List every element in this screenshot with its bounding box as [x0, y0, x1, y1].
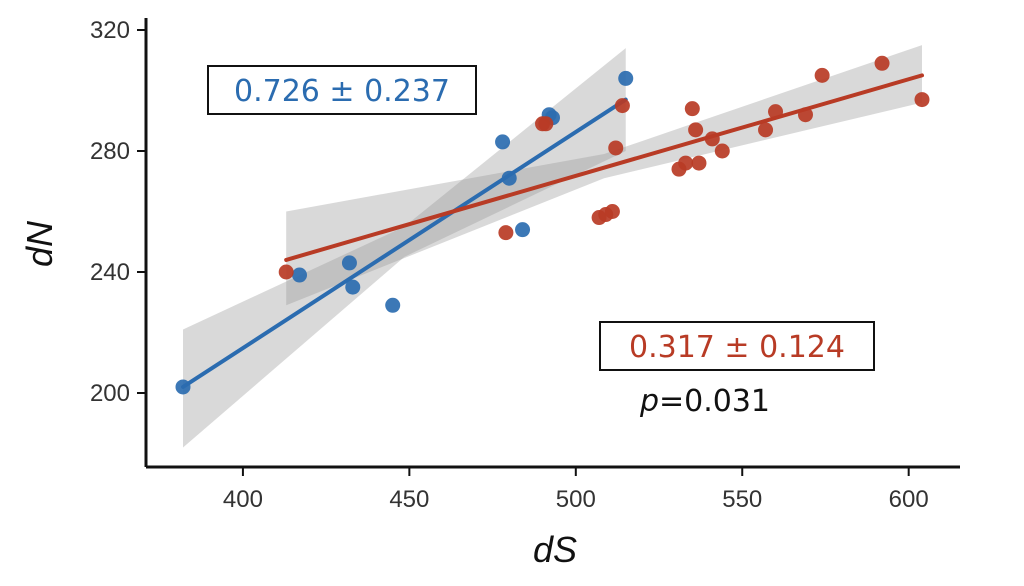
x-tick-label: 400 — [223, 486, 263, 513]
series-1-point — [678, 155, 694, 171]
x-tick-label: 500 — [556, 486, 596, 513]
x-tick-label: 550 — [722, 486, 762, 513]
series-1-point — [538, 116, 554, 132]
series-0-point — [618, 70, 634, 86]
series-1-point — [684, 101, 700, 117]
blue-annotation: 0.726 ± 0.237 — [207, 65, 477, 115]
p-value-symbol: p — [639, 384, 659, 419]
series-1-point — [797, 107, 813, 123]
p-value-text: p=0.031 — [639, 384, 770, 419]
series-1-point — [814, 67, 830, 83]
y-axis-title: dN — [19, 220, 60, 267]
series-1-point — [498, 225, 514, 241]
x-tick-label: 600 — [889, 486, 929, 513]
x-tick-label: 450 — [389, 486, 429, 513]
blue-annotation-text: 0.726 ± 0.237 — [234, 74, 450, 109]
series-1-point — [768, 104, 784, 120]
data-points — [175, 55, 930, 395]
y-tick-label: 200 — [90, 380, 130, 407]
series-1-point — [608, 140, 624, 156]
series-0-point — [345, 279, 361, 295]
red-annotation-box — [599, 321, 875, 371]
series-0-point — [495, 134, 511, 150]
series-0-point — [385, 297, 401, 313]
series-1-point — [604, 204, 620, 219]
series-1-point — [278, 264, 294, 280]
series-0-point — [292, 267, 308, 283]
series-1-point — [704, 131, 720, 147]
x-axis-title: dS — [533, 529, 577, 570]
fit-lines — [181, 73, 924, 389]
y-tick-label: 320 — [90, 17, 130, 44]
series-1-fit-line — [284, 73, 924, 262]
series-1-point — [614, 98, 630, 114]
series-0-point — [341, 255, 357, 271]
series-1-point — [758, 122, 774, 138]
series-1-point — [874, 55, 890, 71]
series-0-point — [501, 170, 517, 186]
y-tick-label: 280 — [90, 138, 130, 165]
series-0-point — [515, 222, 531, 238]
series-1-point — [691, 155, 707, 171]
x-ticks: 400 450 500 550 600 — [223, 467, 929, 513]
blue-annotation-box — [207, 65, 477, 115]
series-0-point — [175, 379, 191, 395]
red-annotation-text: 0.317 ± 0.124 — [629, 330, 845, 365]
series-1-point — [914, 92, 930, 108]
series-0-confidence-band — [183, 48, 626, 448]
series-1-confidence-band — [286, 45, 922, 306]
series-1-point — [714, 143, 730, 159]
p-value-number: =0.031 — [659, 384, 770, 419]
series-1-point — [688, 122, 704, 138]
confidence-bands — [183, 45, 922, 448]
series-0-fit-line — [181, 97, 628, 389]
y-tick-label: 240 — [90, 259, 130, 286]
y-ticks: 200 240 280 320 — [90, 17, 146, 407]
red-annotation: 0.317 ± 0.124 — [599, 321, 875, 371]
